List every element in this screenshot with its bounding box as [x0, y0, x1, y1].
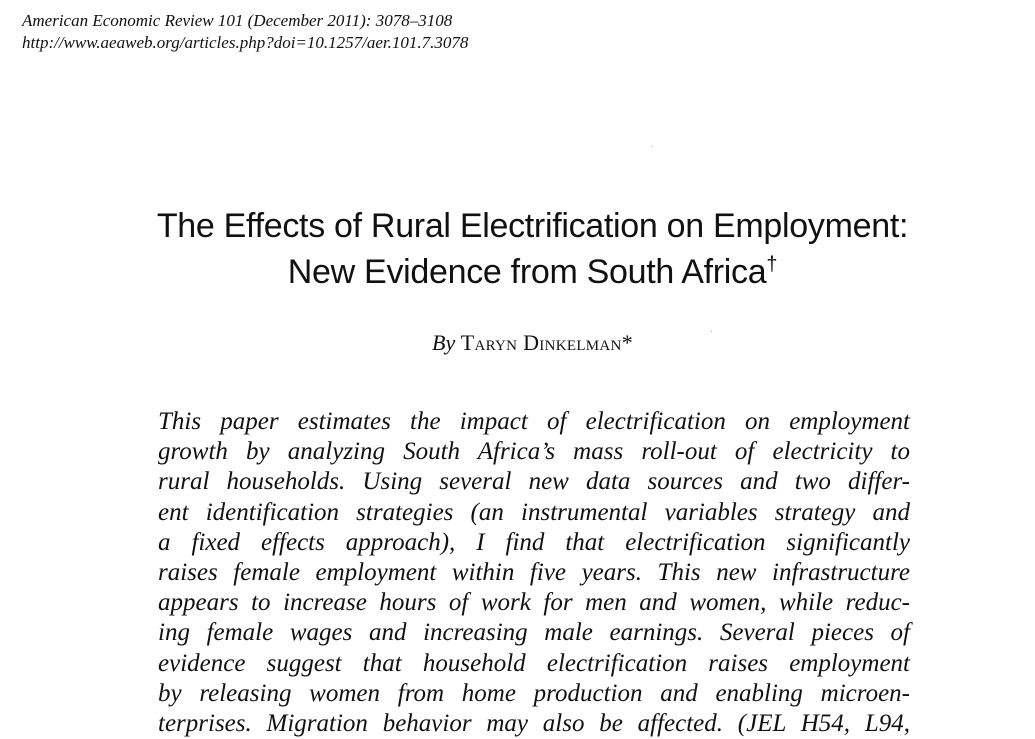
- scan-speck: [651, 146, 652, 147]
- abstract-line: appears to increase hours of work for me…: [158, 589, 910, 617]
- article-url[interactable]: http://www.aeaweb.org/articles.php?doi=1…: [22, 33, 469, 52]
- abstract-line: a fixed effects approach), I find that e…: [158, 528, 910, 556]
- byline-by: By: [432, 330, 456, 355]
- abstract-line: raises female employment within five yea…: [158, 558, 910, 586]
- title-line-2-text: New Evidence from South Africa: [287, 253, 767, 291]
- author-name: Taryn Dinkelman*: [460, 330, 633, 355]
- title-line-2: New Evidence from South Africa†: [0, 249, 1035, 295]
- abstract-line: evidence suggest that household electrif…: [158, 649, 910, 677]
- journal-header: American Economic Review 101 (December 2…: [22, 10, 468, 54]
- author-byline: By Taryn Dinkelman*: [0, 330, 1035, 356]
- abstract-line: ing female wages and increasing male ear…: [158, 619, 910, 647]
- abstract: This paper estimates the impact of elect…: [158, 407, 910, 739]
- abstract-line: by releasing women from home production …: [158, 679, 910, 707]
- abstract-line: ent identification strategies (an instru…: [158, 498, 910, 526]
- abstract-line: rural households. Using several new data…: [158, 468, 910, 496]
- title-dagger: †: [766, 253, 778, 276]
- journal-citation: American Economic Review 101 (December 2…: [22, 11, 453, 30]
- title-line-1: The Effects of Rural Electrification on …: [156, 207, 909, 245]
- abstract-line: This paper estimates the impact of elect…: [158, 408, 910, 435]
- abstract-line: terprises. Migration behavior may also b…: [158, 709, 910, 737]
- paper-title: The Effects of Rural Electrification on …: [0, 203, 1035, 295]
- scan-speck: [711, 331, 712, 332]
- abstract-line: growth by analyzing South Africa’s mass …: [158, 438, 910, 466]
